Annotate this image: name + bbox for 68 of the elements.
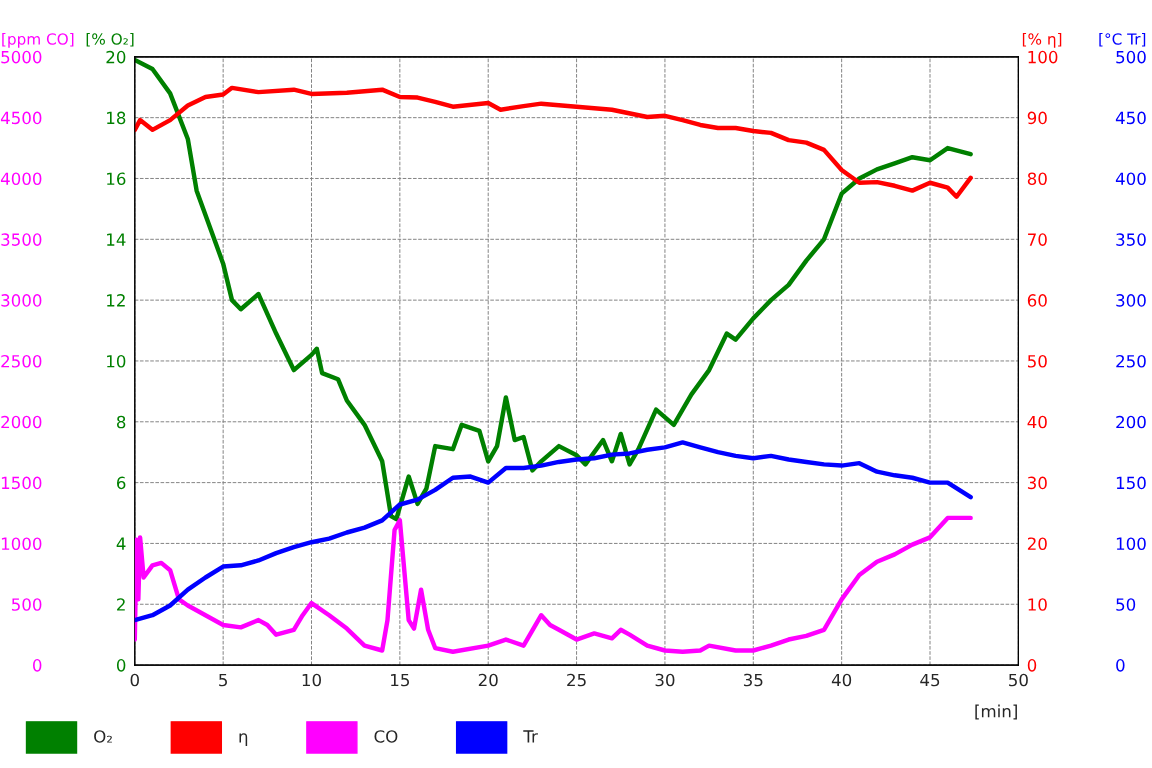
x-tick-label: 0	[130, 673, 139, 687]
y2-tick-label: 100	[1116, 537, 1146, 551]
y-axis-title: [ppm CO]	[2, 32, 74, 48]
y-tick-label: 5000	[1, 50, 42, 64]
x-axis-title: [min]	[975, 704, 1017, 720]
y-tick-label: 3000	[1, 294, 42, 307]
y-tick-label: 2	[117, 598, 125, 611]
y-tick-label: 2500	[1, 354, 42, 368]
y2-tick-label: 90	[1027, 111, 1047, 125]
line-series	[134, 85, 973, 199]
y-tick-label: 4500	[0, 111, 42, 125]
x-tick-label: 50	[1009, 673, 1028, 687]
y-tick-label: 3500	[1, 233, 42, 246]
y2-tick-label: 450	[1115, 111, 1146, 125]
y2-tick-label: 300	[1116, 294, 1146, 307]
y2-tick-label: 80	[1027, 172, 1047, 186]
y2-tick-label: 0	[1116, 659, 1125, 672]
line-series	[134, 57, 973, 522]
y-tick-label: 14	[107, 233, 126, 246]
y-tick-label: 16	[107, 172, 126, 186]
y2-tick-label: 50	[1116, 598, 1136, 611]
y2-tick-label: 200	[1116, 415, 1146, 429]
y2-axis-title: [°C Tr]	[1099, 32, 1146, 47]
x-tick-label: 15	[391, 673, 410, 687]
y2-tick-label: 40	[1027, 415, 1047, 429]
y2-tick-label: 400	[1115, 172, 1146, 186]
legend-label: Tr	[523, 730, 538, 743]
x-tick-label: 45	[920, 673, 940, 687]
x-tick-label: 10	[302, 673, 321, 687]
y-tick-label: 1500	[1, 476, 42, 490]
x-tick-label: 25	[567, 673, 586, 687]
y2-tick-label: 350	[1116, 233, 1146, 246]
y-tick-label: 4	[116, 537, 126, 550]
line-series	[134, 515, 973, 654]
y2-tick-label: 250	[1116, 354, 1146, 368]
legend-label: CO	[374, 730, 398, 743]
x-tick-label: 20	[478, 673, 498, 687]
y2-tick-label: 50	[1027, 354, 1047, 368]
y-tick-label: 12	[107, 294, 125, 307]
y-tick-label: 2000	[1, 415, 42, 429]
y-tick-label: 20	[106, 50, 126, 64]
y-tick-label: 0	[33, 659, 42, 672]
y2-tick-label: 60	[1027, 294, 1047, 307]
y2-tick-label: 20	[1027, 537, 1047, 551]
y2-axis-title: [% η]	[1022, 32, 1062, 48]
y-tick-label: 0	[116, 659, 126, 672]
y-tick-label: 8	[116, 415, 126, 429]
x-tick-label: 5	[219, 673, 227, 687]
y-tick-label: 1000	[1, 537, 42, 551]
y2-tick-label: 150	[1116, 476, 1146, 490]
y-tick-label: 18	[107, 111, 126, 125]
y-tick-label: 10	[107, 354, 126, 368]
y-tick-label: 6	[117, 476, 126, 490]
y2-tick-label: 30	[1027, 476, 1047, 490]
x-tick-label: 35	[743, 673, 763, 687]
x-tick-label: 40	[831, 673, 852, 687]
y-tick-label: 4000	[0, 172, 42, 186]
line-series	[134, 440, 973, 623]
y2-tick-label: 10	[1028, 598, 1047, 611]
y2-tick-label: 0	[1027, 659, 1037, 672]
y-tick-label: 500	[11, 598, 42, 611]
legend-label: O₂	[94, 730, 112, 743]
y2-tick-label: 100	[1028, 50, 1058, 64]
x-tick-label: 30	[655, 673, 675, 687]
y2-tick-label: 500	[1116, 50, 1146, 64]
legend-label: η	[239, 733, 248, 746]
y2-tick-label: 70	[1028, 233, 1047, 246]
y-axis-title: [% O₂]	[86, 32, 134, 47]
